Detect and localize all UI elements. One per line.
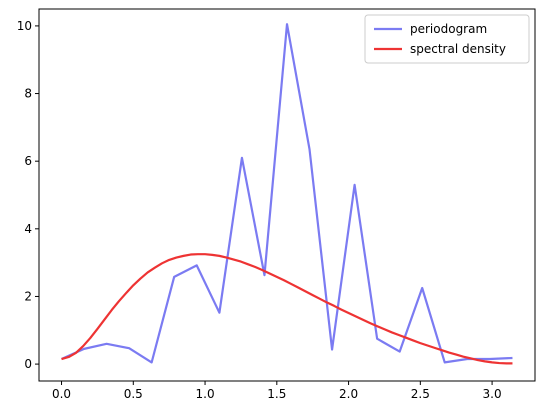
- x-tick-label: 0.0: [52, 387, 71, 401]
- plot-area: [39, 9, 535, 381]
- x-tick-label: 1.5: [267, 387, 286, 401]
- legend: periodogram spectral density: [365, 15, 529, 63]
- y-tick-label: 4: [24, 222, 32, 236]
- plot-background: [39, 9, 535, 381]
- x-tick-label: 1.0: [196, 387, 215, 401]
- y-tick-label: 8: [24, 87, 32, 101]
- y-tick-label: 0: [24, 357, 32, 371]
- y-tick-label: 6: [24, 154, 32, 168]
- legend-label-periodogram: periodogram: [410, 22, 487, 36]
- legend-label-spectral-density: spectral density: [410, 42, 506, 56]
- y-tick-label: 2: [24, 289, 32, 303]
- x-tick-label: 3.0: [483, 387, 502, 401]
- y-tick-label: 10: [17, 19, 32, 33]
- x-tick-label: 0.5: [124, 387, 143, 401]
- x-tick-label: 2.0: [339, 387, 358, 401]
- x-tick-label: 2.5: [411, 387, 430, 401]
